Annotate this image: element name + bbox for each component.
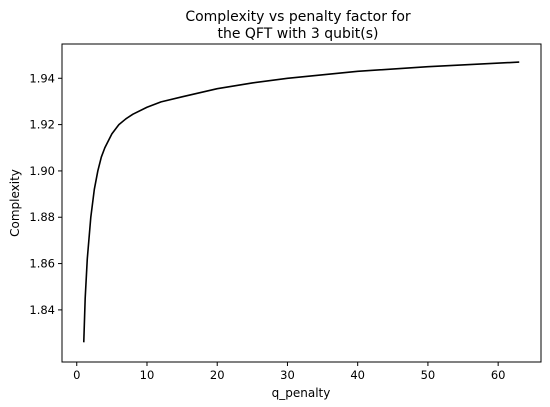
x-tick-label: 60 [491, 368, 506, 382]
plot-area [82, 61, 520, 343]
y-tick-label: 1.84 [29, 303, 55, 317]
x-tick-label: 0 [73, 368, 80, 382]
title-line-2: the QFT with 3 qubit(s) [217, 26, 378, 42]
x-tick-label: 30 [280, 368, 295, 382]
x-tick-label: 40 [350, 368, 365, 382]
y-tick-label: 1.88 [29, 210, 55, 224]
axis-ticks: 0 10 20 30 40 50 60 1.84 1.86 1.88 1.90 1.92 1.94 [29, 71, 505, 382]
x-tick-label: 10 [140, 368, 155, 382]
y-axis-label: Complexity [8, 169, 22, 237]
x-tick-label: 20 [210, 368, 225, 382]
series-line [82, 61, 520, 343]
chart-title: Complexity vs penalty factor for the QFT… [185, 9, 411, 42]
y-tick-label: 1.92 [29, 118, 55, 132]
y-tick-label: 1.90 [29, 164, 55, 178]
plot-frame [61, 43, 542, 363]
x-tick-label: 50 [421, 368, 436, 382]
title-line-1: Complexity vs penalty factor for [185, 9, 411, 25]
y-tick-label: 1.86 [29, 257, 55, 271]
y-tick-label: 1.94 [29, 71, 55, 85]
x-axis-label: q_penalty [272, 386, 331, 400]
